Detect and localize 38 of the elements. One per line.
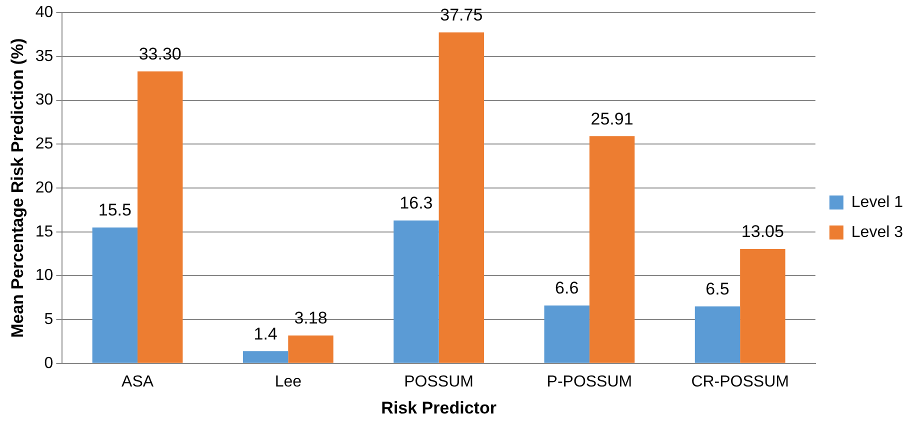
y-tick-label: 15 [35, 223, 54, 240]
y-tick-label: 5 [44, 310, 54, 328]
bar [544, 306, 590, 363]
legend-label: Level 3 [851, 224, 904, 241]
bar [694, 306, 740, 363]
bar [288, 336, 334, 363]
data-label: 3.18 [294, 308, 328, 328]
data-label: 37.75 [440, 6, 483, 25]
y-axis-title: Mean Percentage Risk Prediction (%) [8, 38, 27, 338]
x-tick-label: Lee [274, 373, 302, 390]
y-tick-label: 30 [35, 92, 54, 109]
x-axis-title: Risk Predictor [381, 398, 497, 418]
data-label: 25.91 [590, 109, 634, 128]
bar [138, 71, 183, 363]
bar [438, 32, 484, 363]
x-tick-label: CR-POSSUM [691, 373, 789, 390]
x-tick-label: P-POSSUM [546, 373, 632, 390]
bar [92, 227, 138, 363]
x-tick-label: ASA [122, 373, 154, 390]
bar [242, 351, 288, 363]
bar [394, 220, 439, 363]
y-tick-label: 40 [35, 4, 54, 22]
data-label: 6.6 [555, 278, 579, 298]
y-tick-label: 0 [44, 354, 54, 372]
data-label: 33.30 [138, 44, 182, 64]
data-label: 13.05 [741, 222, 784, 242]
y-tick-label: 10 [35, 267, 54, 284]
legend-label: Level 1 [851, 194, 904, 211]
bar [740, 248, 786, 363]
x-tick-label: POSSUM [404, 373, 474, 390]
data-label: 1.4 [254, 324, 278, 344]
data-label: 6.5 [706, 280, 730, 299]
bar [589, 136, 635, 363]
y-tick-label: 35 [35, 48, 54, 65]
data-label: 15.5 [98, 200, 132, 220]
y-tick-label: 20 [35, 179, 54, 196]
y-tick-label: 25 [35, 136, 54, 153]
data-label: 16.3 [400, 194, 433, 213]
